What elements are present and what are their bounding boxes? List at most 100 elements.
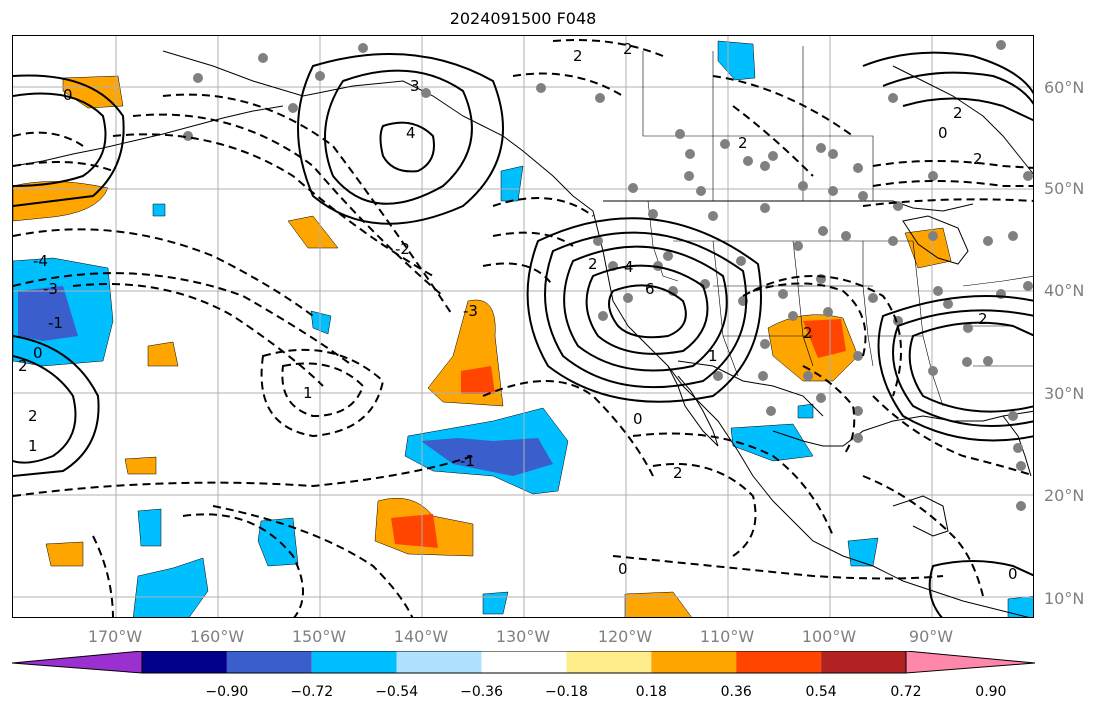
graticule: [13, 36, 1033, 617]
contour-label: 3: [410, 77, 420, 95]
shade-neg-6: [730, 423, 814, 462]
west-coast: [592, 210, 1030, 617]
shade-pos-11: [124, 456, 157, 475]
colorbar-tick-label: 0.90: [975, 684, 1007, 700]
high-6: [585, 264, 709, 355]
lat-label-40n: 40°N: [1044, 281, 1085, 300]
contour-label: 2: [738, 134, 748, 152]
colorbar-segment: [396, 651, 482, 673]
contour-label: 2: [673, 464, 683, 482]
contour-label: 2: [953, 104, 963, 122]
shaded-anomaly-regions: [13, 40, 1033, 617]
contour-label: 6: [645, 280, 655, 298]
great-lakes: [902, 215, 969, 265]
colorbar-extend-right: [905, 651, 1036, 674]
contour-lines-dashed: [13, 39, 1033, 617]
colorbar-extend-left: [12, 651, 143, 674]
contour-label: -3: [43, 280, 58, 298]
map-plot-area[interactable]: 4 3 6 4 2 -3 1 -1 -4 -3 -1 0 0 0 2 0 0 -…: [12, 35, 1034, 618]
contour-label: 4: [406, 124, 416, 142]
high-6-inner: [608, 284, 687, 339]
contour-label: -2: [395, 240, 410, 258]
contour-label: 2: [623, 40, 633, 58]
contour-label: 0: [63, 86, 73, 104]
shade-neg-13: [797, 403, 814, 419]
contour-label: 1: [708, 347, 718, 365]
lat-label-10n: 10°N: [1044, 589, 1085, 608]
lon-label-150w: 150°W: [291, 627, 347, 646]
station-markers: [183, 40, 1033, 511]
lat-label-60n: 60°N: [1044, 78, 1085, 97]
lon-label-110w: 110°W: [699, 627, 755, 646]
contour-lines: [13, 51, 1033, 617]
shade-pos-6-core: [803, 319, 846, 358]
colorbar-segment: [226, 651, 312, 673]
contour-label: 2: [978, 310, 988, 328]
lat-label-20n: 20°N: [1044, 486, 1085, 505]
baja: [667, 365, 719, 447]
us-mexico-border: [677, 360, 824, 417]
east-canada: [892, 65, 1033, 175]
contour-label: 2: [28, 407, 38, 425]
shade-pos-9: [147, 341, 179, 367]
sw-high: [928, 560, 1033, 617]
colorbar-tick-label: −0.72: [290, 684, 334, 700]
contour-label: 2: [588, 255, 598, 273]
colorbar-tick-label: 0.18: [635, 684, 667, 700]
lon-label-130w: 130°W: [495, 627, 551, 646]
coastlines: [13, 50, 1033, 617]
west-high-1: [13, 355, 77, 464]
shade-neg-14: [152, 203, 166, 217]
high-4: [324, 69, 473, 205]
colorbar-segment: [566, 651, 652, 673]
contour-label: 4: [624, 258, 634, 276]
alaska-coast: [162, 50, 594, 212]
ne-high-2: [882, 71, 1033, 105]
high-se-3: [892, 309, 1033, 427]
contour-label: 2: [973, 150, 983, 168]
shade-neg-3: [257, 517, 299, 567]
shade-neg-1-core: [18, 286, 78, 341]
contour-label: -1: [460, 452, 475, 470]
contour-label: 1: [28, 437, 38, 455]
shade-neg-2-core: [421, 438, 553, 476]
west-high-2: [13, 335, 100, 477]
contour-label: 0: [618, 560, 628, 578]
lon-label-170w: 170°W: [87, 627, 143, 646]
map-title: 2024091500 F048: [449, 9, 597, 28]
lat-label-30n: 30°N: [1044, 384, 1085, 403]
colorbar-tick-label: 0.36: [720, 684, 752, 700]
shade-pos-10: [45, 541, 84, 567]
gulf-coast: [772, 410, 1033, 447]
contour-label: 0: [938, 124, 948, 142]
high-3: [297, 53, 504, 225]
nw-high: [13, 92, 107, 187]
contour-label: 2: [803, 324, 813, 342]
contour-label: 0: [1008, 565, 1018, 583]
lon-label-120w: 120°W: [597, 627, 653, 646]
high-4b: [544, 231, 748, 389]
colorbar-tick-label: 0.54: [805, 684, 837, 700]
shade-pos-8: [624, 591, 692, 617]
shade-pos-3: [287, 215, 339, 249]
shade-pos-1: [13, 181, 109, 222]
lon-label-90w: 90°W: [908, 627, 954, 646]
shade-neg-5: [132, 557, 209, 617]
nw-high-2: [13, 74, 125, 207]
shade-pos-4-core: [461, 366, 495, 394]
shade-neg-8: [500, 165, 524, 202]
shade-neg-7: [717, 40, 756, 81]
aleutian-chain: [13, 105, 284, 167]
shade-neg-12: [482, 591, 509, 615]
map-svg: 4 3 6 4 2 -3 1 -1 -4 -3 -1 0 0 0 2 0 0 -…: [13, 36, 1033, 617]
colorbar-segment: [736, 651, 822, 673]
contour-label: -1: [48, 314, 63, 332]
colorbar-segment: [481, 651, 567, 673]
contour-labels: 4 3 6 4 2 -3 1 -1 -4 -3 -1 0 0 0 2 0 0 -…: [18, 40, 1018, 583]
colorbar-segment: [311, 651, 397, 673]
lon-label-140w: 140°W: [393, 627, 449, 646]
high-se-4: [908, 321, 1033, 413]
colorbar-tick-label: −0.90: [205, 684, 249, 700]
shade-neg-11: [310, 310, 332, 335]
contour-label: 0: [633, 410, 643, 428]
